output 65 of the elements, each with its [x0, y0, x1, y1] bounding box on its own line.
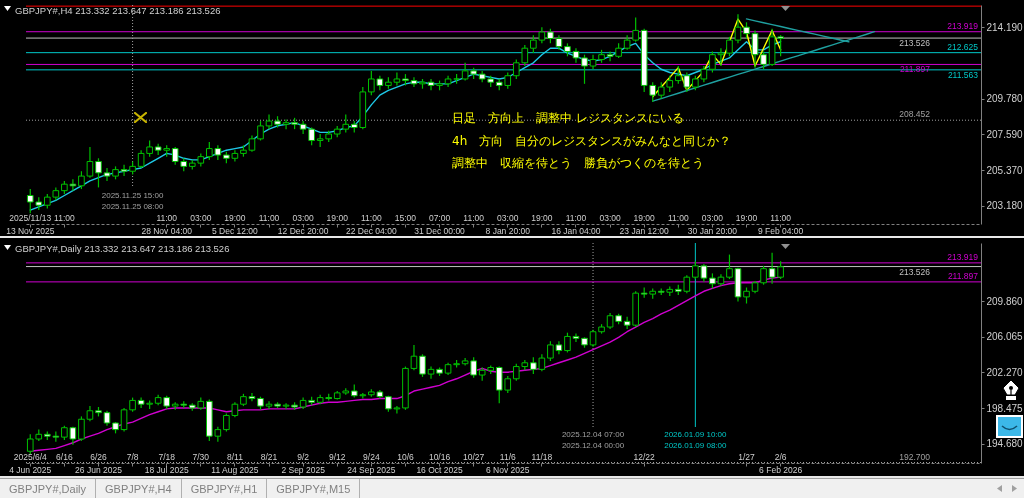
ref-line-label: 213.526: [899, 266, 931, 277]
x-tick-label: 7/8: [126, 452, 139, 462]
x-tick-label: 11:00 9 Feb 04:00: [757, 213, 804, 236]
annotation: 調整中 収縮を待とう 勝負がつくのを待とう: [452, 156, 704, 170]
x-tick-label: 19:00: [531, 213, 553, 223]
ref-line-label: 208.452: [899, 109, 931, 120]
x-tick-label: 19:00: [735, 213, 758, 223]
x-tick-label: 19:00 5 Dec 12:00: [211, 213, 259, 236]
x-tick-label: 10/16 16 Oct 2025: [416, 452, 463, 475]
annotation: 日足 方向上 調整中 レジスタンスにいる: [452, 111, 684, 125]
x-tick-label: 10/6: [397, 452, 414, 462]
ref-line-label: 192.700: [899, 451, 931, 462]
x-tick-label: 6/26 26 Jun 2025: [75, 452, 123, 475]
y-tick-label: 207.590: [986, 128, 1024, 140]
ref-line-label: 213.526: [899, 38, 931, 49]
x-tick-label: 7/30: [192, 452, 210, 462]
x-tick-label: 8/11 11 Aug 2025: [211, 452, 259, 475]
x-tick-label: 11:00: [258, 213, 280, 223]
x-tick-label: 2025/6/4 4 Jun 2025: [9, 452, 52, 475]
x-tick-label: 03:00 8 Jan 20:00: [485, 213, 531, 236]
x-tick-label: 11/6 6 Nov 2025: [486, 452, 530, 475]
x-tick-label: 2025/11/13 13 Nov 2025: [6, 213, 55, 236]
x-tick-label: 10/27: [463, 452, 485, 462]
ref-line-label: 213.919: [947, 20, 979, 31]
x-tick-label: 1/27: [738, 452, 756, 462]
x-tick-label: 6/16: [56, 452, 73, 462]
x-tick-label: 12/22: [633, 452, 656, 462]
y-tick-label: 198.475: [986, 402, 1024, 414]
y-tick-label: 203.180: [986, 200, 1024, 212]
x-tick-label: 11:00 16 Jan 04:00: [551, 213, 601, 236]
y-tick-label: 194.680: [986, 438, 1024, 450]
x-tick-label: 8/21: [260, 452, 278, 462]
text: GBPJPY#,H1: [181, 479, 268, 498]
x-tick-label: 03:00: [599, 213, 621, 223]
x-tick-label: 9/24 24 Sep 2025: [347, 452, 396, 475]
ref-line-label: 212.625: [947, 41, 979, 52]
y-tick-label: 206.065: [986, 331, 1024, 343]
x-tick-label: 15:00: [394, 213, 417, 223]
y-tick-label: 214.190: [986, 21, 1024, 33]
chart-title: GBPJPY#,Daily 213.332 213.647 213.186 213.526: [15, 243, 230, 254]
x-tick-label: 2/6 6 Feb 2026: [759, 452, 803, 475]
text: GBPJPY#,H4: [96, 479, 182, 498]
x-tick-label: 11:00: [54, 213, 75, 223]
y-tick-label: 209.780: [986, 93, 1024, 105]
x-tick-label: 11:00: [667, 213, 689, 223]
ref-line-label: 211.897: [947, 270, 979, 281]
text: GBPJPY#,Daily: [0, 479, 97, 498]
x-tick-label: 2025.12.04 07:00 2025.12.04 00:00: [561, 430, 625, 450]
x-tick-label: 9/2 2 Sep 2025: [281, 452, 326, 475]
x-tick-label: 2025.11.25 15:00 2025.11.25 08:00: [101, 191, 164, 211]
x-tick-label: 11/18: [531, 452, 553, 462]
ref-line-label: 213.919: [947, 251, 979, 262]
y-tick-label: 209.860: [986, 295, 1024, 307]
chart-title: GBPJPY#,H4 213.332 213.647 213.186 213.526: [15, 5, 221, 16]
x-tick-label: 2026.01.09 10:00 2026.01.09 08:00: [664, 430, 728, 450]
x-tick-label: 19:00: [326, 213, 349, 223]
x-tick-label: 7/18 18 Jul 2025: [144, 452, 189, 475]
annotation: 4h 方向 自分のレジスタンスがみんなと同じか？: [452, 133, 732, 148]
text: GBPJPY#,M15: [267, 479, 361, 498]
y-tick-label: 202.270: [986, 366, 1024, 378]
x-tick-label: 11:00: [463, 213, 485, 223]
x-tick-label: 03:00: [190, 213, 212, 223]
x-tick-label: 9/12: [328, 452, 346, 462]
ref-line-label: 211.563: [947, 69, 979, 80]
y-tick-label: 205.370: [986, 164, 1024, 176]
